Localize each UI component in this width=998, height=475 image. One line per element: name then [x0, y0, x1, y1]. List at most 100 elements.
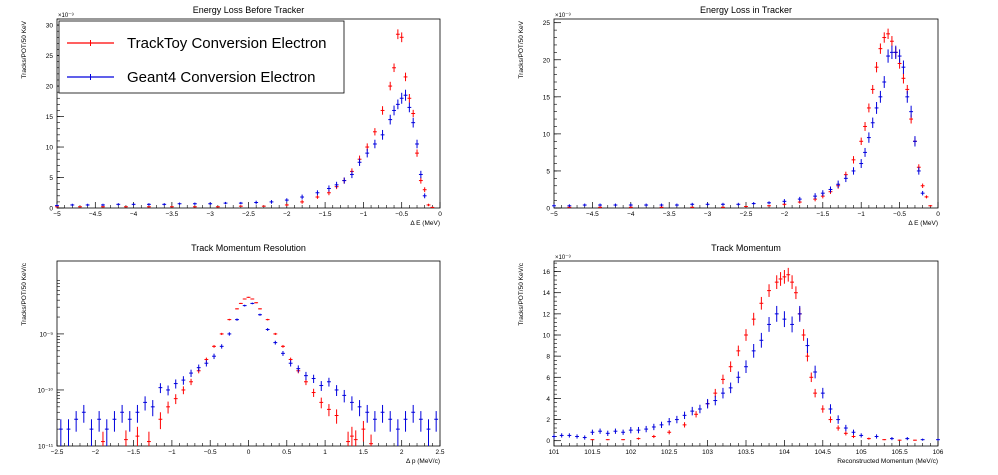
x-tick-label: 102.5 [661, 449, 678, 456]
data-point [590, 429, 595, 435]
data-point [913, 439, 917, 441]
data-point [782, 311, 787, 328]
y-tick-label: 15 [543, 94, 551, 101]
x-tick-label: −2.5 [51, 449, 64, 456]
data-point [820, 190, 825, 197]
data-point [874, 61, 879, 73]
data-point [212, 353, 216, 360]
x-axis-label: Reconstructed Momentum (MeV/c) [837, 458, 938, 465]
data-point [135, 426, 140, 446]
x-axis-label: Δ E (MeV) [410, 220, 440, 227]
data-point [327, 377, 331, 387]
y-exponent-label: ×10⁻⁹ [555, 12, 571, 19]
legend: TrackToy Conversion Electron Geant4 Conve… [58, 20, 345, 94]
data-point [801, 329, 806, 341]
data-point [694, 411, 698, 418]
data-point [843, 424, 848, 432]
data-point [327, 185, 331, 192]
data-point [273, 340, 278, 345]
data-point [284, 198, 289, 202]
data-point [790, 275, 794, 290]
data-point [920, 190, 925, 196]
data-point [698, 404, 702, 414]
data-point [258, 313, 262, 316]
data-point [392, 105, 396, 116]
data-point [162, 203, 167, 206]
y-tick-label: 0 [546, 206, 550, 213]
x-tick-label: −5 [53, 211, 61, 218]
data-point [269, 200, 274, 204]
chart-title: Energy Loss in Tracker [700, 5, 792, 15]
data-point [774, 275, 779, 290]
data-point [859, 159, 864, 168]
data-point [728, 361, 733, 372]
y-tick-label: 10⁻¹¹ [38, 444, 54, 451]
x-tick-label: 102 [625, 449, 636, 456]
data-point [281, 351, 285, 356]
data-point [192, 202, 197, 205]
x-tick-label: −1.5 [816, 211, 829, 218]
data-point [223, 201, 228, 205]
data-point [828, 186, 833, 193]
data-point [920, 438, 925, 441]
data-point [809, 372, 814, 383]
data-point [112, 411, 117, 432]
chart-title: Track Momentum [711, 243, 781, 253]
data-point [315, 190, 320, 196]
data-point [388, 81, 393, 91]
data-point [866, 132, 871, 143]
data-point [395, 419, 400, 446]
data-point [905, 90, 910, 103]
legend-entry: Geant4 Conversion Electron [127, 69, 315, 86]
x-tick-label: −1 [360, 211, 368, 218]
data-point [909, 105, 914, 118]
x-tick-label: 106 [933, 449, 944, 456]
data-point [667, 417, 672, 426]
data-point [713, 395, 718, 406]
data-point [411, 404, 416, 423]
data-point [101, 203, 105, 207]
y-tick-label: 0 [546, 438, 550, 445]
y-tick-label: 10⁻⁹ [40, 331, 54, 338]
data-point [736, 371, 741, 384]
data-point [319, 397, 324, 409]
data-point [644, 203, 649, 207]
data-point [767, 201, 771, 205]
data-point [882, 439, 887, 441]
data-point [820, 387, 825, 399]
data-point [101, 431, 105, 446]
data-point [357, 158, 362, 166]
y-axis-label: Tracks/POT/50 KeV/c [518, 262, 525, 325]
data-point [659, 206, 664, 208]
data-point [208, 202, 213, 205]
y-tick-label: 25 [543, 20, 551, 27]
y-tick-label: 4 [546, 396, 550, 403]
data-point [878, 43, 883, 54]
data-point [721, 202, 725, 206]
data-point [395, 99, 400, 110]
y-tick-label: 10 [46, 145, 54, 152]
x-tick-label: −0.5 [893, 211, 906, 218]
data-point [342, 389, 347, 403]
series-tracktoy [55, 29, 435, 208]
data-point [74, 411, 79, 432]
data-point [667, 430, 672, 435]
y-tick-label: 10 [543, 131, 551, 138]
data-point [300, 200, 305, 204]
data-point [403, 72, 408, 82]
data-point [380, 106, 385, 115]
series-tracktoy [590, 267, 917, 441]
data-point [836, 425, 841, 431]
x-axis-label: Δ E (MeV) [908, 220, 938, 227]
x-tick-label: −1.5 [319, 211, 332, 218]
data-point [403, 411, 408, 432]
data-point [284, 203, 289, 207]
data-point [843, 174, 848, 183]
data-point [261, 205, 266, 207]
data-point [705, 398, 710, 409]
data-point [181, 386, 186, 395]
data-point [235, 308, 239, 310]
legend-box [58, 20, 345, 94]
data-point [767, 205, 771, 207]
